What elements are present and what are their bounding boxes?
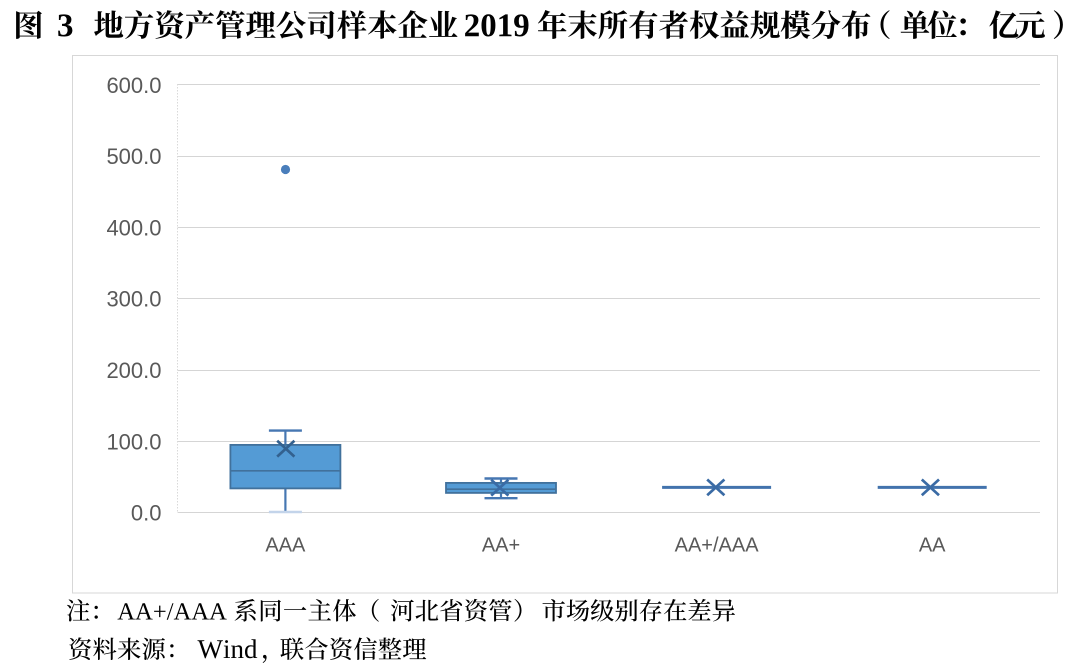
svg-text:AA: AA <box>919 534 946 556</box>
svg-text:600.0: 600.0 <box>106 73 161 98</box>
svg-text:AA+/AAA: AA+/AAA <box>675 534 760 556</box>
svg-text:400.0: 400.0 <box>106 215 161 240</box>
svg-text:AA+: AA+ <box>482 534 520 556</box>
svg-text:200.0: 200.0 <box>106 358 161 383</box>
svg-text:0.0: 0.0 <box>131 501 162 526</box>
svg-text:100.0: 100.0 <box>106 429 161 454</box>
svg-text:500.0: 500.0 <box>106 144 161 169</box>
svg-text:300.0: 300.0 <box>106 287 161 312</box>
svg-text:AAA: AAA <box>265 534 306 556</box>
